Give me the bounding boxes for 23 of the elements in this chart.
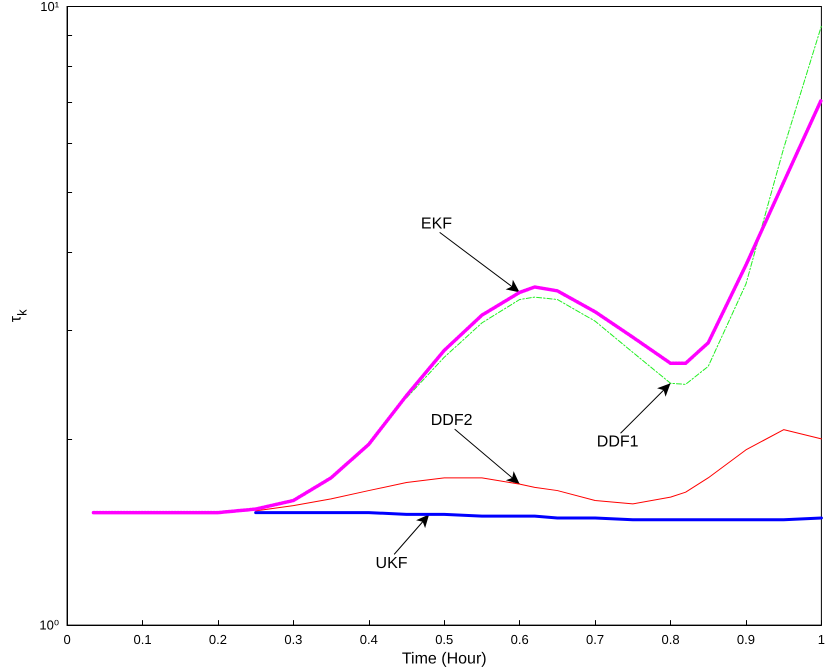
x-tick-label: 0.4 xyxy=(360,632,378,648)
annotation: UKF xyxy=(376,554,408,572)
x-axis-title: Time (Hour) xyxy=(402,650,487,668)
line-series xyxy=(406,25,822,398)
x-tick-label: 0.7 xyxy=(586,632,604,648)
x-tick-label: 0.8 xyxy=(661,632,680,648)
x-tick-label: 0.3 xyxy=(284,632,302,648)
x-tick-label: 0.1 xyxy=(133,632,152,648)
y-tick-label: 10¹ xyxy=(40,0,60,14)
annotation: EKF xyxy=(420,216,452,233)
annotation: DDF2 xyxy=(430,412,473,430)
x-tick-label: 1 xyxy=(818,632,825,648)
y-axis-title: τk xyxy=(8,308,30,322)
x-tick-label: 0.6 xyxy=(510,632,529,648)
line-series xyxy=(254,511,823,522)
x-tick-label: 0 xyxy=(63,632,71,648)
line-series xyxy=(255,429,822,512)
x-tick-label: 0.2 xyxy=(208,632,227,648)
line-series xyxy=(92,98,824,514)
x-tick-label: 0.5 xyxy=(435,632,454,648)
x-tick-label: 0.9 xyxy=(736,632,755,648)
y-tick-label: 10⁰ xyxy=(39,618,60,633)
annotation: DDF1 xyxy=(596,434,639,451)
